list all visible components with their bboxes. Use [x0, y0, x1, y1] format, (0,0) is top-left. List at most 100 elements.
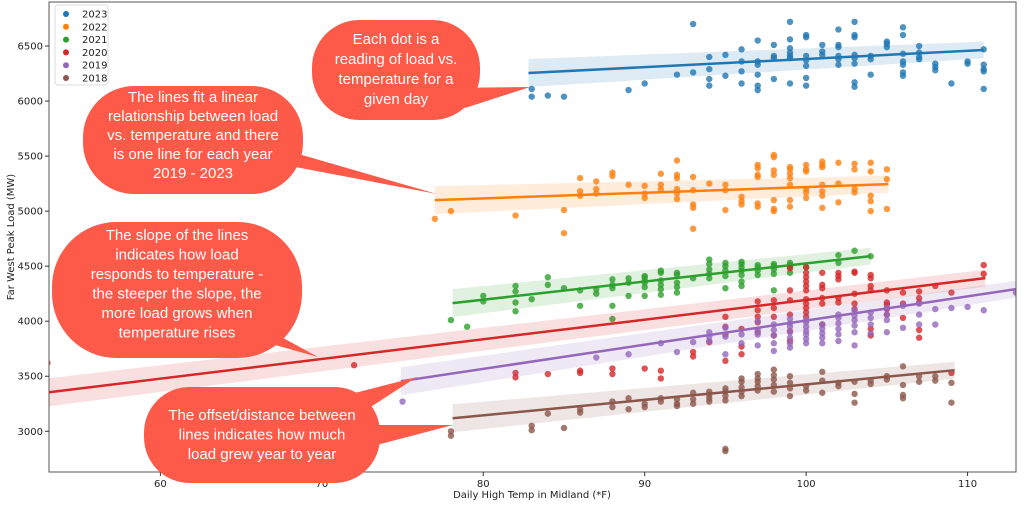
- data-point: [512, 282, 519, 290]
- regression-line: [400, 287, 1016, 383]
- data-point: [770, 313, 778, 321]
- data-point: [932, 377, 939, 384]
- data-point: [899, 363, 907, 370]
- data-point: [770, 371, 778, 379]
- data-point: [802, 168, 810, 175]
- data-point: [964, 60, 971, 67]
- data-point: [786, 379, 794, 387]
- data-point: [625, 406, 632, 413]
- data-point: [657, 291, 665, 298]
- callout-text-line: load grew year to year: [188, 446, 336, 463]
- data-point: [689, 69, 697, 76]
- data-point: [819, 389, 826, 396]
- data-point: [835, 320, 842, 327]
- data-point: [512, 212, 519, 219]
- data-point: [802, 387, 810, 394]
- data-point: [899, 324, 907, 332]
- x-axis-label: Daily High Temp in Midland (*F): [453, 490, 611, 501]
- y-tick-label: 6000: [18, 97, 43, 108]
- data-point: [932, 67, 939, 74]
- data-point: [641, 80, 648, 87]
- confidence-band: [49, 269, 986, 407]
- data-point: [899, 31, 907, 39]
- data-point: [867, 192, 874, 199]
- axes: 60 70 80 90 100 110 3000 3500 4000 4500 5000 5500 6…: [6, 1, 1017, 501]
- data-point: [706, 337, 713, 345]
- data-point: [915, 288, 923, 295]
- data-point: [512, 369, 519, 377]
- data-point: [770, 388, 778, 395]
- data-point: [657, 398, 665, 405]
- data-point: [770, 287, 778, 294]
- data-point: [738, 46, 745, 53]
- data-point: [447, 207, 455, 215]
- data-point: [625, 292, 632, 300]
- callout-text-line: indicates how load: [115, 247, 238, 264]
- data-point: [802, 161, 810, 169]
- data-point: [657, 367, 665, 374]
- data-point: [851, 316, 858, 324]
- data-point: [673, 348, 681, 356]
- callout-text-line: is one line for each year: [113, 146, 272, 163]
- data-point: [625, 86, 632, 94]
- data-point: [883, 205, 891, 213]
- regression-line: [434, 182, 889, 202]
- data-point: [883, 329, 891, 336]
- data-point: [738, 271, 745, 279]
- callout-text-line: 2019 - 2023: [153, 165, 233, 182]
- data-point: [754, 370, 761, 378]
- data-point: [706, 275, 713, 282]
- data-point: [722, 333, 729, 340]
- data-point: [948, 80, 955, 87]
- data-point: [770, 167, 778, 174]
- legend-label: 2018: [82, 74, 107, 85]
- data-point: [899, 24, 907, 31]
- regression-line: [528, 48, 984, 75]
- data-point: [786, 329, 794, 336]
- data-point: [786, 170, 794, 177]
- data-point: [802, 74, 810, 82]
- data-point: [802, 269, 810, 276]
- data-point: [980, 61, 987, 68]
- x-tick-label: 70: [315, 479, 328, 490]
- data-point: [883, 43, 891, 51]
- data-point: [657, 181, 665, 188]
- data-point: [819, 300, 826, 307]
- data-point: [835, 382, 842, 390]
- data-point: [576, 369, 584, 377]
- data-point: [819, 325, 826, 333]
- data-point: [689, 400, 697, 407]
- data-point: [754, 37, 761, 44]
- data-point: [980, 85, 987, 93]
- data-point: [867, 325, 874, 333]
- y-tick-label: 4500: [18, 262, 43, 273]
- callout-3: The slope of the lines indicates how load…: [52, 222, 318, 358]
- data-point: [754, 318, 761, 325]
- data-point: [851, 300, 858, 307]
- data-point: [932, 321, 939, 328]
- callout-text-line: relationship between load: [108, 108, 278, 125]
- data-point: [560, 424, 568, 432]
- data-point: [657, 286, 665, 293]
- plot-frame: [48, 1, 1017, 473]
- data-point: [350, 362, 358, 369]
- data-point: [609, 403, 616, 411]
- data-point: [689, 204, 697, 212]
- confidence-band: [434, 175, 889, 215]
- data-point: [689, 348, 697, 356]
- data-point: [819, 163, 826, 171]
- data-point: [786, 80, 794, 87]
- legend-marker: [63, 75, 69, 81]
- data-point: [851, 390, 858, 398]
- data-point: [689, 20, 697, 28]
- data-point: [786, 166, 794, 173]
- callout-text-line: lines indicates how much: [179, 427, 346, 444]
- callout-text-line: the steeper the slope, the: [92, 286, 261, 303]
- data-point: [754, 378, 761, 385]
- data-point: [932, 305, 939, 313]
- data-point: [689, 338, 697, 346]
- data-point: [802, 273, 810, 281]
- data-point: [851, 322, 858, 329]
- regression-line: [452, 368, 955, 420]
- data-point: [835, 159, 842, 166]
